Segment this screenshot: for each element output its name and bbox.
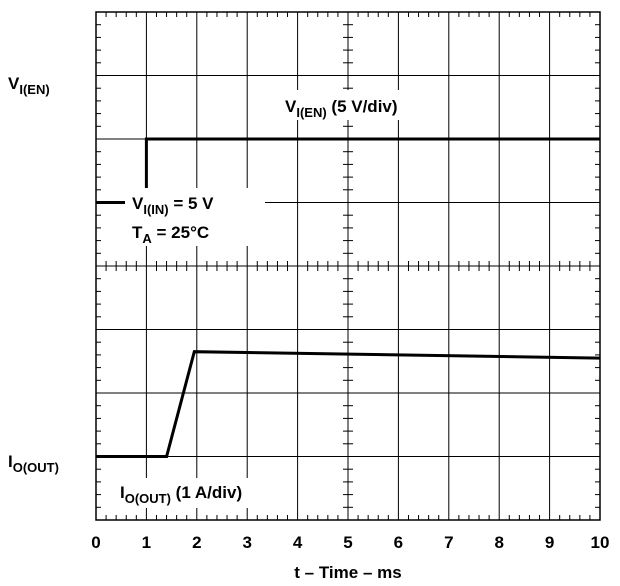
x-tick-label: 5 [343,533,352,552]
x-axis-label: t – Time – ms [294,563,401,582]
ta-condition-label: TA = 25°C [132,223,209,246]
x-tick-label: 4 [293,533,303,552]
x-tick-labels: 0 1 2 3 4 5 6 7 8 9 10 [91,533,609,552]
ven-reference-label: VI(EN) [8,74,50,97]
x-tick-label: 3 [242,533,251,552]
x-tick-label: 0 [91,533,100,552]
condition-label-bg [125,188,265,246]
traces [96,137,601,458]
plot-frame [95,11,601,521]
x-tick-label: 6 [394,533,403,552]
iout-label-bg [115,478,285,508]
ven-trace-line [96,137,600,204]
vin-condition-label: VI(IN) = 5 V [132,194,214,217]
x-tick-label: 10 [591,533,610,552]
iout-trace-label: IO(OUT) (1 A/div) [120,483,242,506]
x-tick-label: 7 [444,533,453,552]
ven-label-bg [280,90,435,120]
minor-ticks [96,12,600,520]
iout-reference-label: IO(OUT) [8,452,59,475]
x-tick-label: 8 [494,533,503,552]
x-tick-label: 1 [142,533,151,552]
iout-trace-line [96,350,601,458]
ven-trace-label: VI(EN) (5 V/div) [285,97,398,120]
x-tick-label: 9 [545,533,554,552]
x-tick-label: 2 [192,533,201,552]
